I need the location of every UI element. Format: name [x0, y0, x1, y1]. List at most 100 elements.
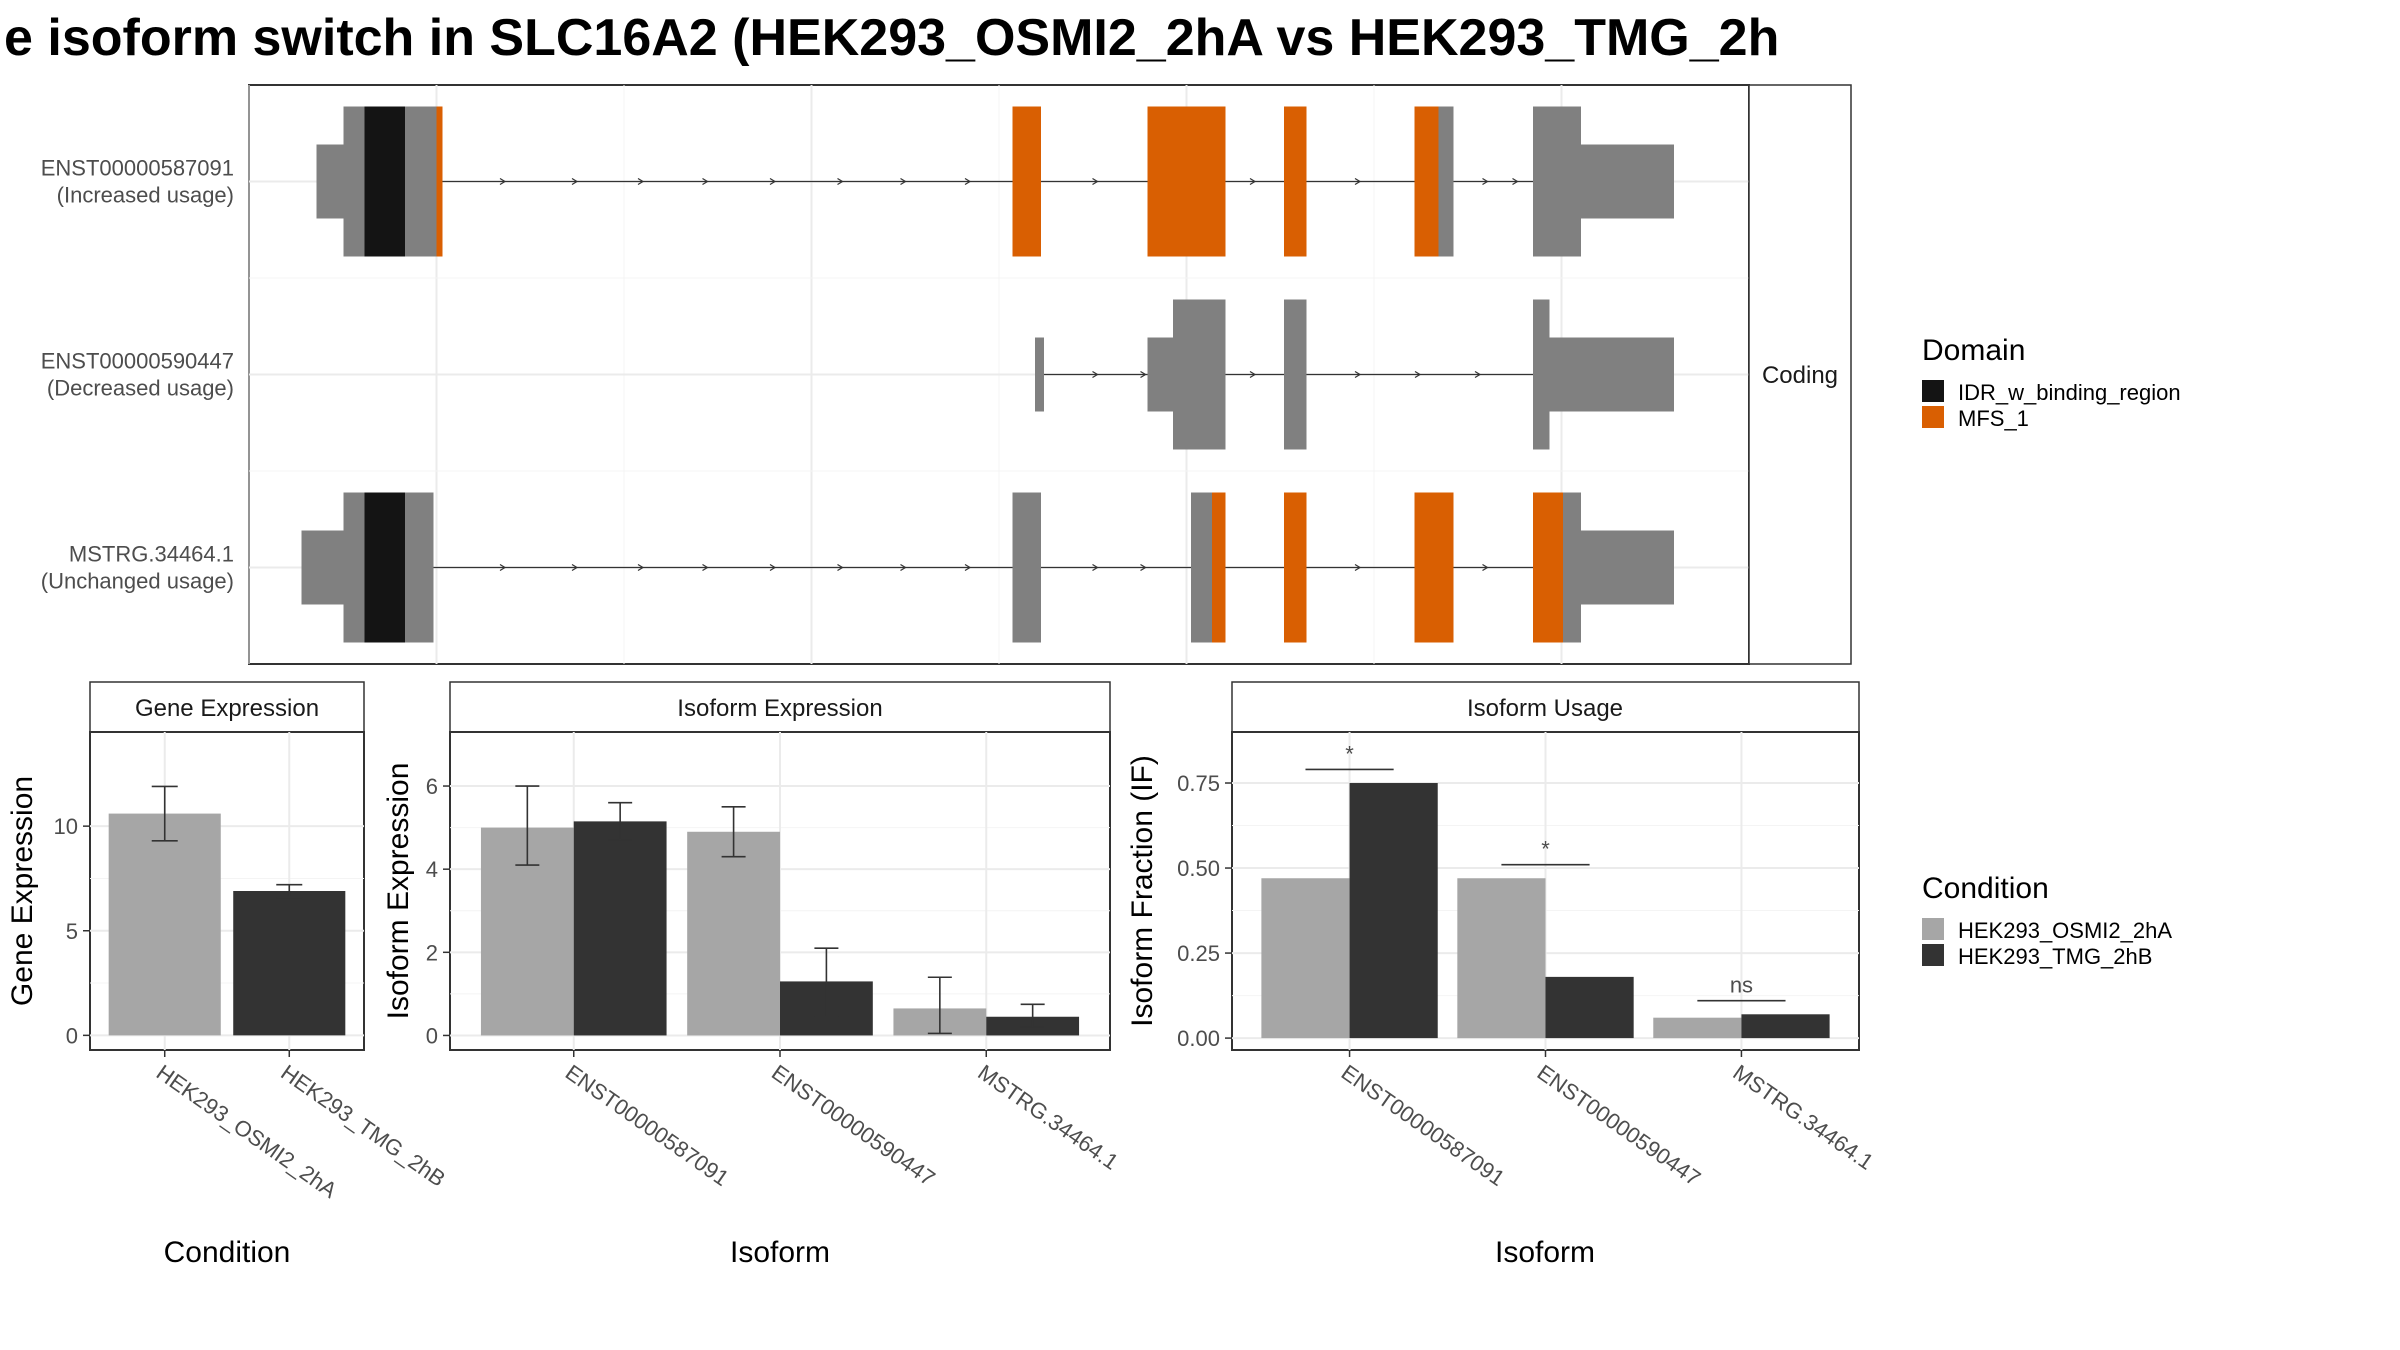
noncoding-exon	[1035, 337, 1044, 412]
bar-tmg	[1741, 1014, 1830, 1039]
intron-direction-arrow	[499, 563, 507, 572]
isoform-usage-strip	[1231, 681, 1860, 733]
isoform-usage-strip-label: Isoform Usage	[1467, 695, 1623, 722]
bar-tmg	[1349, 783, 1438, 1039]
intron-direction-arrow	[1354, 177, 1362, 186]
isoform-expression-y-title: Isoform Expression	[382, 763, 415, 1020]
intron-direction-arrow	[637, 563, 645, 572]
coding-exon	[1438, 106, 1454, 257]
domain-legend-title: Domain	[1922, 334, 2025, 367]
isoform-track-usage: (Unchanged usage)	[41, 569, 234, 594]
isoform-expression-strip	[449, 681, 1111, 733]
significance-label: ns	[1730, 973, 1753, 998]
intron-direction-arrow	[900, 177, 907, 186]
isoform-track-name: MSTRG.34464.1	[69, 542, 234, 567]
noncoding-exon	[1581, 530, 1674, 605]
coding-strip-label: Coding	[1762, 362, 1838, 389]
intron-direction-arrow	[499, 177, 507, 186]
legend-key-osmi2	[1922, 918, 1944, 940]
x-tick-label: ENST00000590447	[767, 1060, 940, 1191]
intron-direction-arrow	[702, 177, 709, 186]
isoform-track-labels: ENST00000587091(Increased usage) ENST0000…	[41, 156, 234, 594]
x-tick-label: MSTRG.34464.1	[1729, 1060, 1879, 1175]
y-tick-label: 0.75	[1177, 771, 1220, 796]
coding-exon	[1191, 492, 1212, 643]
condition-legend-title: Condition	[1922, 872, 2049, 905]
error-bar	[151, 785, 178, 842]
isoform-usage-y-title: Isoform Fraction (IF)	[1126, 755, 1159, 1027]
bar-tmg	[573, 821, 667, 1036]
gene-structure-panel: Coding ENST00000587091(Increased usage)E…	[41, 84, 1852, 665]
coding-strip	[1748, 84, 1852, 665]
coding-exon	[364, 106, 405, 257]
noncoding-exon	[1549, 337, 1674, 412]
bar-osmi2	[1457, 878, 1546, 1039]
isoform-usage-panel: Isoform Usage 0.00 0.25 0.50 0.75 * * ns ENST00…	[1126, 681, 1879, 1269]
intron-direction-arrow	[702, 563, 709, 572]
error-bar	[814, 947, 839, 1018]
coding-exon	[1284, 106, 1307, 257]
intron-direction-arrow	[1249, 370, 1257, 379]
intron-direction-arrow	[1354, 370, 1362, 379]
coding-exon	[1414, 492, 1454, 643]
y-tick-label: 6	[426, 774, 438, 799]
y-tick-label: 0	[66, 1023, 78, 1048]
coding-exon	[1212, 492, 1226, 643]
isoform-expression-panel: Isoform Expression 0 2 4 6 ENST00000587091 EN…	[382, 681, 1123, 1269]
intron-direction-arrow	[769, 177, 777, 186]
intron-direction-arrow	[837, 563, 844, 572]
y-tick-label: 0.50	[1177, 856, 1220, 881]
noncoding-exon	[316, 144, 344, 219]
noncoding-exon	[301, 530, 344, 605]
error-bar	[1020, 1003, 1045, 1028]
intron-direction-arrow	[571, 177, 579, 186]
intron-direction-arrow	[769, 563, 777, 572]
significance-label: *	[1345, 741, 1354, 766]
error-bar	[515, 785, 540, 866]
intron-direction-arrow	[1414, 370, 1422, 379]
legend-label-mfs: MFS_1	[1958, 406, 2029, 431]
coding-exon	[1533, 492, 1563, 643]
intron-direction-arrow	[1092, 177, 1099, 186]
intron-direction-arrow	[837, 177, 844, 186]
legend-label-osmi2: HEK293_OSMI2_2hA	[1958, 918, 2172, 943]
legend-key-tmg	[1922, 944, 1944, 966]
intron-direction-arrow	[1512, 177, 1519, 186]
coding-exon	[1563, 492, 1581, 643]
gene-expression-y-title: Gene Expression	[6, 776, 39, 1006]
coding-exon	[1173, 299, 1226, 450]
gene-structure-tracks	[249, 106, 1749, 643]
isoform-expression-x-title: Isoform	[730, 1236, 830, 1269]
intron-direction-arrow	[1140, 563, 1147, 572]
figure-title: e isoform switch in SLC16A2 (HEK293_OSMI…	[4, 9, 1779, 67]
bar-tmg	[1545, 976, 1634, 1039]
intron-direction-arrow	[964, 563, 972, 572]
condition-legend: Condition HEK293_OSMI2_2hA HEK293_TMG_2h…	[1922, 872, 2172, 969]
error-bar	[608, 801, 633, 841]
bar-tmg	[233, 891, 346, 1036]
coding-exon	[364, 492, 405, 643]
bar-osmi2	[687, 831, 780, 1036]
x-tick-label: ENST00000590447	[1533, 1060, 1706, 1191]
intron-direction-arrow	[571, 563, 579, 572]
coding-exon	[1012, 106, 1041, 257]
intron-direction-arrow	[1140, 370, 1147, 379]
legend-label-idr: IDR_w_binding_region	[1958, 380, 2181, 405]
isoform-track-name: ENST00000590447	[41, 349, 234, 374]
isoform-track-usage: (Increased usage)	[57, 183, 234, 208]
coding-exon	[1147, 106, 1226, 257]
isoform-usage-x-title: Isoform	[1495, 1236, 1595, 1269]
y-tick-label: 4	[426, 857, 438, 882]
coding-exon	[405, 492, 434, 643]
isoform-track-usage: (Decreased usage)	[47, 376, 234, 401]
coding-exon	[1533, 106, 1581, 257]
intron-direction-arrow	[900, 563, 907, 572]
intron-direction-arrow	[1474, 370, 1482, 379]
intron-direction-arrow	[1092, 370, 1099, 379]
y-tick-label: 10	[54, 814, 78, 839]
coding-exon	[1012, 492, 1041, 643]
x-tick-label: MSTRG.34464.1	[973, 1060, 1123, 1175]
noncoding-exon	[1147, 337, 1173, 412]
intron-direction-arrow	[1354, 563, 1362, 572]
